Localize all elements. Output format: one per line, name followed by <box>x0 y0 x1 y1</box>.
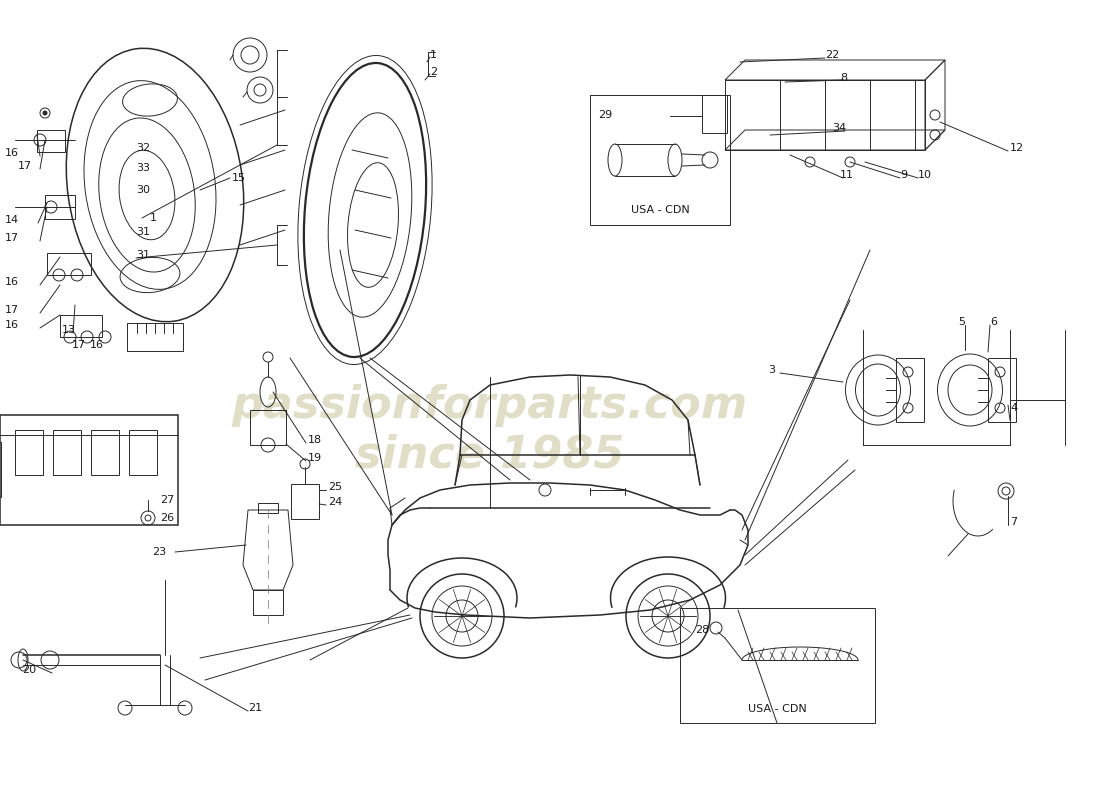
Text: 16: 16 <box>90 340 104 350</box>
Bar <box>45 195 75 219</box>
Text: 13: 13 <box>62 325 76 335</box>
Text: 16: 16 <box>6 277 19 287</box>
Text: 31: 31 <box>136 227 150 237</box>
Text: USA - CDN: USA - CDN <box>630 205 690 215</box>
Text: 5: 5 <box>958 317 965 327</box>
Text: 18: 18 <box>308 435 322 445</box>
Text: 14: 14 <box>6 215 19 225</box>
Text: 25: 25 <box>328 482 342 492</box>
Text: 29: 29 <box>598 110 613 120</box>
Bar <box>250 410 286 445</box>
Bar <box>53 430 81 475</box>
Text: USA - CDN: USA - CDN <box>748 704 806 714</box>
Text: 15: 15 <box>232 173 246 183</box>
Bar <box>988 358 1016 422</box>
Text: 17: 17 <box>72 340 86 350</box>
Text: 27: 27 <box>160 495 174 505</box>
Text: 20: 20 <box>22 665 36 675</box>
Bar <box>91 430 119 475</box>
Text: 17: 17 <box>6 233 19 243</box>
Text: 24: 24 <box>328 497 342 507</box>
Text: 8: 8 <box>840 73 847 83</box>
Text: 21: 21 <box>248 703 262 713</box>
Text: 17: 17 <box>6 305 19 315</box>
Text: passionforparts.com
since 1985: passionforparts.com since 1985 <box>232 384 748 476</box>
Text: 32: 32 <box>136 143 150 153</box>
Text: 1: 1 <box>430 50 437 60</box>
Text: 23: 23 <box>152 547 166 557</box>
Text: 2: 2 <box>430 67 437 77</box>
Text: 17: 17 <box>18 161 32 171</box>
Text: 3: 3 <box>768 365 776 375</box>
Text: 33: 33 <box>136 163 150 173</box>
Text: 34: 34 <box>832 123 846 133</box>
Text: 19: 19 <box>308 453 322 463</box>
Text: 6: 6 <box>990 317 997 327</box>
Text: 31: 31 <box>136 250 150 260</box>
Bar <box>702 95 727 133</box>
Bar <box>292 484 319 519</box>
Bar <box>15 430 43 475</box>
Text: 4: 4 <box>1010 403 1018 413</box>
Text: 22: 22 <box>825 50 839 60</box>
Bar <box>60 315 102 337</box>
Bar <box>126 323 183 351</box>
Bar <box>37 130 65 152</box>
Text: 16: 16 <box>6 148 19 158</box>
Circle shape <box>43 111 47 115</box>
Text: 28: 28 <box>695 625 710 635</box>
Bar <box>680 608 874 723</box>
Text: 16: 16 <box>6 320 19 330</box>
Text: 10: 10 <box>918 170 932 180</box>
Text: 7: 7 <box>1010 517 1018 527</box>
Bar <box>258 503 278 513</box>
Text: 30: 30 <box>136 185 150 195</box>
Text: 26: 26 <box>160 513 174 523</box>
Bar <box>47 253 91 275</box>
Text: 9: 9 <box>900 170 908 180</box>
Text: 12: 12 <box>1010 143 1024 153</box>
Bar <box>0 415 178 525</box>
Bar <box>590 95 730 225</box>
Text: 1: 1 <box>150 213 157 223</box>
Bar <box>896 358 924 422</box>
Text: 11: 11 <box>840 170 854 180</box>
Bar <box>129 430 157 475</box>
Bar <box>253 590 283 615</box>
